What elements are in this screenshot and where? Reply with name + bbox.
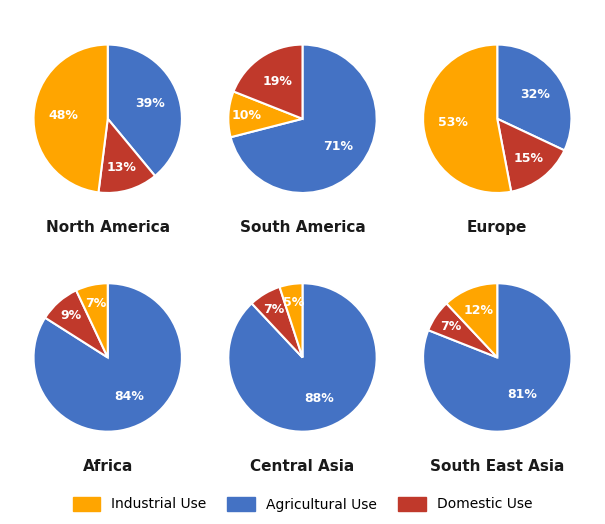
Wedge shape — [497, 119, 564, 192]
Text: 7%: 7% — [264, 303, 285, 316]
X-axis label: Central Asia: Central Asia — [250, 458, 355, 474]
Text: 84%: 84% — [114, 390, 144, 403]
X-axis label: Africa: Africa — [82, 458, 133, 474]
Text: 7%: 7% — [85, 297, 106, 310]
Text: 81%: 81% — [508, 388, 537, 401]
Wedge shape — [497, 45, 572, 150]
Wedge shape — [231, 45, 377, 193]
Wedge shape — [33, 45, 108, 192]
Wedge shape — [99, 119, 155, 193]
Wedge shape — [428, 303, 497, 357]
Wedge shape — [228, 283, 377, 432]
X-axis label: South America: South America — [240, 220, 365, 235]
Wedge shape — [446, 283, 497, 357]
Text: 12%: 12% — [463, 304, 494, 317]
Wedge shape — [423, 45, 511, 193]
X-axis label: South East Asia: South East Asia — [430, 458, 564, 474]
Wedge shape — [45, 290, 108, 357]
Text: 53%: 53% — [438, 116, 468, 129]
Text: 19%: 19% — [263, 75, 292, 89]
Text: 9%: 9% — [60, 309, 82, 322]
Wedge shape — [108, 45, 182, 176]
Text: 32%: 32% — [520, 89, 550, 102]
Text: 10%: 10% — [232, 109, 262, 122]
Wedge shape — [33, 283, 182, 432]
Wedge shape — [234, 45, 302, 119]
X-axis label: North America: North America — [46, 220, 170, 235]
Text: 7%: 7% — [440, 320, 462, 333]
Wedge shape — [228, 92, 302, 137]
Text: 13%: 13% — [107, 161, 137, 174]
Text: 15%: 15% — [513, 152, 543, 165]
Legend: Industrial Use, Agricultural Use, Domestic Use: Industrial Use, Agricultural Use, Domest… — [67, 491, 538, 517]
Wedge shape — [252, 287, 302, 357]
Wedge shape — [280, 283, 302, 357]
X-axis label: Europe: Europe — [467, 220, 528, 235]
Text: 5%: 5% — [283, 296, 304, 309]
Text: 39%: 39% — [135, 97, 165, 110]
Wedge shape — [76, 283, 108, 357]
Text: 71%: 71% — [322, 139, 353, 152]
Text: 88%: 88% — [304, 392, 334, 406]
Text: 48%: 48% — [48, 110, 78, 123]
Wedge shape — [423, 283, 572, 432]
